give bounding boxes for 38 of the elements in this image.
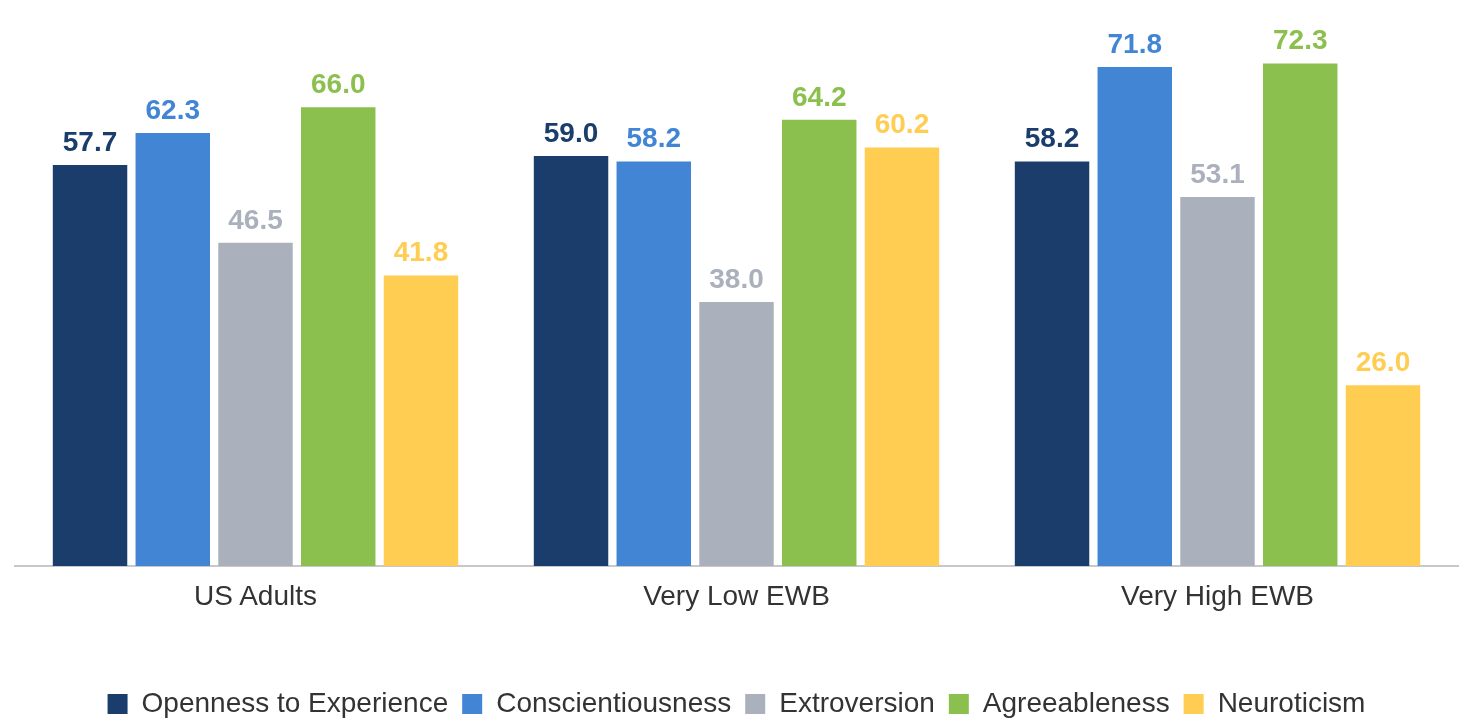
bar (782, 119, 857, 566)
data-label: 57.7 (62, 125, 118, 157)
bar (383, 275, 459, 566)
data-label: 66.0 (310, 68, 366, 100)
data-label: 58.2 (1024, 122, 1080, 154)
data-label: 26.0 (1355, 346, 1411, 378)
bar (864, 147, 940, 566)
bar (616, 161, 691, 566)
data-label: 72.3 (1272, 24, 1328, 56)
bar (1345, 385, 1421, 566)
data-label: 71.8 (1107, 27, 1163, 59)
legend-label: Conscientiousness (496, 686, 732, 718)
legend-label: Extroversion (779, 686, 935, 718)
bar (1263, 63, 1338, 566)
data-label: 59.0 (543, 116, 599, 148)
legend-label: Openness to Experience (141, 686, 449, 718)
data-label: 53.1 (1190, 157, 1245, 189)
bar (218, 242, 293, 566)
bar (1097, 66, 1172, 566)
data-label: 38.0 (709, 262, 764, 294)
bar (301, 107, 376, 566)
data-label: 46.5 (228, 203, 283, 235)
x-tick-label: Very Low EWB (643, 579, 830, 611)
data-label: 58.2 (626, 122, 682, 154)
bar (699, 301, 774, 566)
x-tick-label: US Adults (194, 579, 317, 611)
bar (52, 164, 128, 566)
legend-label: Agreeableness (982, 686, 1170, 718)
data-label: 64.2 (791, 80, 847, 112)
data-label: 62.3 (145, 93, 201, 125)
bar (533, 155, 609, 566)
bar (1014, 161, 1090, 566)
x-tick-label: Very High EWB (1121, 579, 1314, 611)
bar (135, 133, 210, 566)
legend-label: Neuroticism (1217, 686, 1366, 718)
bar (1180, 196, 1255, 566)
data-label: 60.2 (874, 108, 930, 140)
data-label: 41.8 (393, 236, 449, 268)
